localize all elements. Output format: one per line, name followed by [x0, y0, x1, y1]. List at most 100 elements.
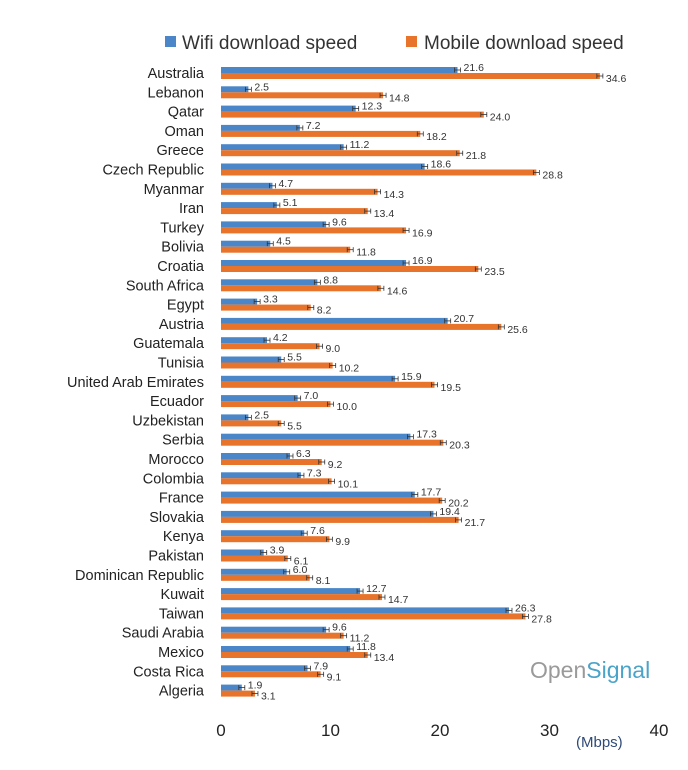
x-axis-ticks: 0 10 20 30 40 — [216, 721, 668, 740]
x-tick-label-30: 30 — [540, 721, 559, 740]
category-label-croatia: Croatia — [157, 259, 205, 275]
value-label-mobile-greece: 21.8 — [466, 150, 487, 162]
error-bar-mobile-oman — [416, 131, 424, 137]
bar-wifi-dominican-republic — [221, 568, 287, 575]
logo-part-signal: Signal — [586, 657, 650, 683]
value-label-mobile-egypt: 8.2 — [317, 305, 332, 317]
bar-wifi-taiwan — [221, 607, 509, 614]
bar-wifi-iran — [221, 202, 277, 209]
legend: Wifi download speed Mobile download spee… — [165, 33, 624, 54]
error-bar-wifi-costa-rica — [304, 665, 311, 671]
error-bar-wifi-austria — [444, 318, 452, 324]
bar-wifi-guatemala — [221, 337, 267, 344]
error-bar-mobile-guatemala — [316, 343, 323, 349]
category-label-kuwait: Kuwait — [160, 587, 204, 603]
bar-wifi-serbia — [221, 433, 411, 440]
bar-mobile-morocco — [221, 459, 322, 465]
value-label-wifi-ecuador: 7.0 — [304, 390, 319, 402]
category-label-costa-rica: Costa Rica — [133, 664, 205, 680]
value-label-mobile-costa-rica: 9.1 — [327, 671, 342, 683]
value-label-mobile-turkey: 16.9 — [412, 227, 433, 239]
value-label-wifi-kenya: 7.6 — [310, 525, 325, 537]
opensignal-logo: OpenSignal — [530, 657, 650, 683]
error-bar-mobile-slovakia — [455, 517, 463, 523]
error-bar-wifi-egypt — [253, 299, 261, 305]
bar-mobile-algeria — [221, 690, 255, 697]
value-label-mobile-saudi-arabia: 11.2 — [350, 633, 370, 645]
category-label-lebanon: Lebanon — [148, 85, 204, 101]
value-label-mobile-austria: 25.6 — [507, 324, 528, 336]
bar-wifi-austria — [221, 317, 448, 324]
error-bar-wifi-uzbekistan — [244, 414, 252, 420]
value-label-wifi-saudi-arabia: 9.6 — [332, 622, 347, 634]
error-bar-wifi-morocco — [286, 453, 294, 459]
bar-mobile-mexico — [221, 652, 368, 658]
bar-wifi-united-arab-emirates — [221, 375, 396, 382]
category-label-saudi-arabia: Saudi Arabia — [122, 626, 205, 642]
bar-wifi-tunisia — [221, 356, 282, 363]
value-label-mobile-france: 20.2 — [448, 498, 469, 510]
bar-wifi-uzbekistan — [221, 414, 249, 421]
error-bar-mobile-egypt — [307, 305, 315, 311]
error-bar-mobile-costa-rica — [317, 671, 325, 677]
value-label-mobile-morocco: 9.2 — [328, 459, 343, 471]
bar-mobile-saudi-arabia — [221, 632, 344, 639]
error-bar-wifi-mexico — [346, 646, 354, 652]
value-label-mobile-bolivia: 11.8 — [356, 247, 376, 259]
bar-wifi-mexico — [221, 646, 351, 652]
error-bar-wifi-united-arab-emirates — [391, 376, 399, 382]
bar-wifi-colombia — [221, 472, 301, 479]
error-bar-wifi-lebanon — [244, 86, 252, 92]
category-label-slovakia: Slovakia — [149, 510, 205, 526]
bar-mobile-turkey — [221, 227, 407, 234]
error-bar-wifi-guatemala — [263, 337, 271, 343]
error-bar-mobile-australia — [596, 73, 604, 79]
bar-wifi-pakistan — [221, 549, 264, 556]
category-label-uzbekistan: Uzbekistan — [132, 413, 204, 429]
bar-wifi-kenya — [221, 530, 305, 537]
value-label-wifi-costa-rica: 7.9 — [314, 660, 329, 672]
bar-wifi-kuwait — [221, 588, 361, 595]
value-label-mobile-lebanon: 14.8 — [389, 92, 410, 104]
bar-wifi-greece — [221, 144, 344, 151]
error-bar-wifi-iran — [273, 202, 281, 208]
error-bar-wifi-colombia — [297, 472, 305, 478]
error-bar-mobile-dominican-republic — [306, 575, 314, 581]
value-label-wifi-france: 17.7 — [421, 487, 442, 499]
bar-wifi-turkey — [221, 221, 327, 228]
error-bar-mobile-croatia — [474, 266, 482, 272]
value-label-mobile-oman: 18.2 — [426, 131, 447, 143]
error-bar-wifi-turkey — [322, 221, 330, 227]
value-label-mobile-slovakia: 21.7 — [465, 517, 486, 529]
error-bar-mobile-south-africa — [377, 285, 385, 291]
category-label-mexico: Mexico — [158, 645, 204, 661]
error-bar-mobile-bolivia — [346, 247, 354, 253]
category-label-czech-republic: Czech Republic — [102, 163, 204, 179]
value-label-mobile-mexico: 13.4 — [374, 652, 395, 664]
bar-mobile-egypt — [221, 304, 311, 311]
legend-swatch-wifi — [165, 36, 176, 47]
error-bar-wifi-bolivia — [266, 241, 274, 247]
error-bar-mobile-tunisia — [329, 363, 337, 368]
value-label-wifi-austria: 20.7 — [454, 313, 475, 325]
bar-wifi-slovakia — [221, 510, 434, 517]
value-label-wifi-serbia: 17.3 — [416, 429, 437, 441]
error-bar-wifi-ecuador — [294, 395, 302, 401]
bar-mobile-south-africa — [221, 285, 381, 292]
error-bar-mobile-iran — [364, 208, 372, 214]
bar-wifi-algeria — [221, 684, 242, 691]
error-bar-mobile-united-arab-emirates — [431, 382, 438, 388]
value-label-mobile-algeria: 3.1 — [261, 691, 276, 703]
error-bar-mobile-kuwait — [378, 594, 386, 600]
category-label-dominican-republic: Dominican Republic — [75, 568, 204, 584]
category-label-qatar: Qatar — [168, 105, 204, 121]
bar-wifi-croatia — [221, 260, 407, 266]
bar-wifi-australia — [221, 67, 458, 73]
error-bar-wifi-dominican-republic — [283, 569, 291, 575]
value-label-wifi-turkey: 9.6 — [332, 216, 347, 228]
error-bar-mobile-turkey — [402, 227, 410, 233]
bar-mobile-croatia — [221, 266, 479, 272]
error-bar-mobile-mexico — [364, 652, 372, 658]
bar-mobile-qatar — [221, 111, 484, 118]
